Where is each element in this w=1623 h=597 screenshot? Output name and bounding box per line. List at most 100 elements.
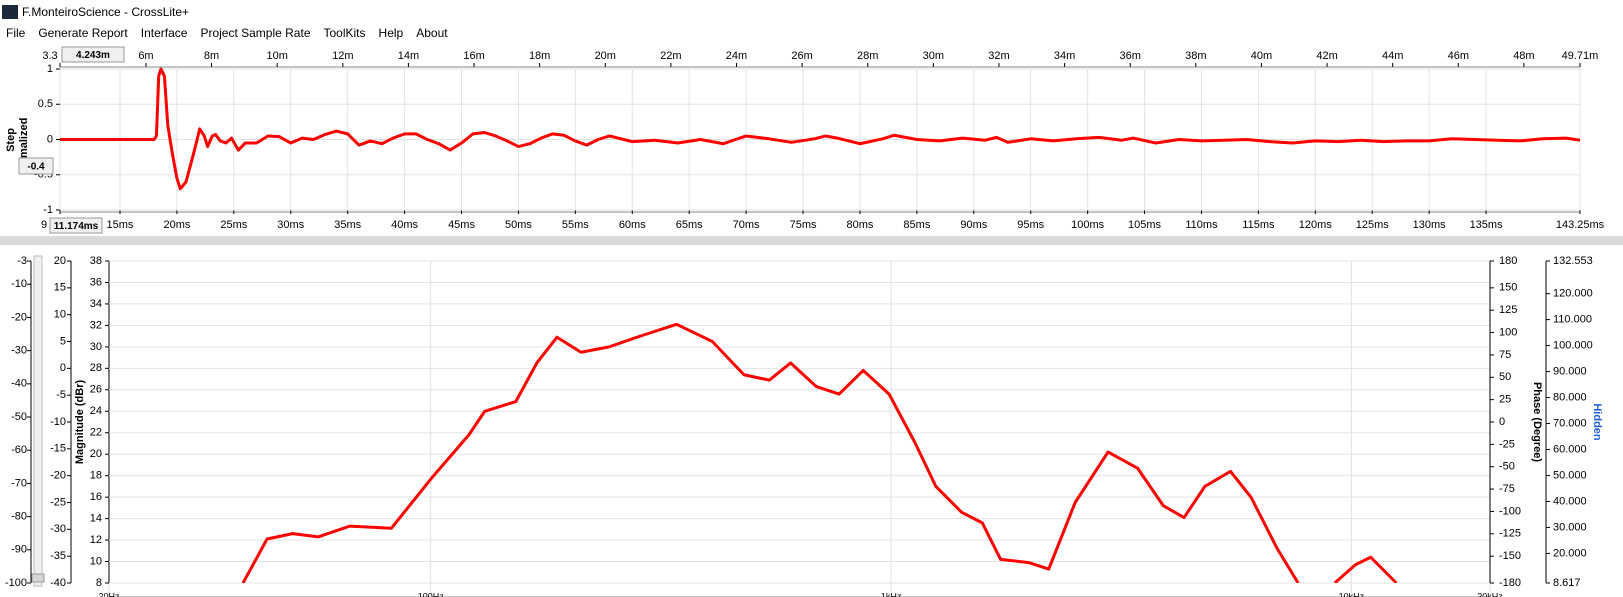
y-tick-label: -5 [56, 389, 66, 401]
y-tick-label: 50 [1499, 371, 1511, 383]
y-tick-label: 90.000 [1553, 365, 1587, 377]
y-tick-label: -10 [11, 278, 27, 290]
x-tick-label: 100Hz [418, 591, 445, 597]
y-tick-label: 14 [90, 513, 102, 525]
y-tick-label: -20 [50, 470, 66, 482]
x2-tick-label: 8m [204, 50, 219, 62]
y-tick-label: -25 [50, 496, 66, 508]
x-tick-label: 15ms [107, 219, 134, 231]
x-tick-label: 50ms [505, 219, 532, 231]
menu-item[interactable]: Interface [141, 26, 188, 40]
x2-tick-label: 24m [726, 50, 747, 62]
x-tick-label: 9 [41, 219, 47, 231]
window-title: F.MonteiroScience - CrossLite+ [22, 5, 189, 19]
y-tick-label: 0 [60, 362, 66, 374]
y-tick-label: 20 [54, 255, 66, 267]
y3-axis-label: Hidden [1591, 403, 1603, 441]
y-tick-label: 120.000 [1553, 288, 1593, 300]
y-tick-label: 30.000 [1553, 521, 1587, 533]
x-tick-label: 135ms [1470, 219, 1504, 231]
menu-item[interactable]: About [416, 26, 448, 40]
y-tick-label: -70 [11, 477, 27, 489]
y-tick-label: 20.000 [1553, 547, 1587, 559]
x2-tick-label: 32m [988, 50, 1009, 62]
y-tick-label: -150 [1499, 550, 1521, 562]
x-tick-label: 80ms [847, 219, 874, 231]
x-tick-label: 85ms [903, 219, 930, 231]
y-tick-label: -75 [1499, 483, 1515, 495]
y-tick-label: 10 [90, 555, 102, 567]
x2-tick-label: 44m [1382, 50, 1403, 62]
slider-track[interactable] [33, 255, 43, 587]
y-tick-label: 100.000 [1553, 339, 1593, 351]
y-tick-label: -100 [5, 577, 27, 589]
menu-item[interactable]: ToolKits [324, 26, 366, 40]
y-tick-label: -40 [50, 577, 66, 589]
x-tick-label: 10kHz [1339, 591, 1365, 597]
cursor-readout-box [18, 157, 54, 175]
y-tick-label: 25 [1499, 394, 1511, 406]
x-tick-label: 20Hz [98, 591, 120, 597]
x2-tick-label: 48m [1513, 50, 1534, 62]
x2-tick-label: 18m [529, 50, 550, 62]
y-tick-label: -90 [11, 544, 27, 556]
x-tick-label: 20ms [163, 219, 190, 231]
slider-thumb[interactable] [31, 573, 45, 583]
x2-tick-label: 3.3 [42, 50, 57, 62]
y-tick-label: 5 [60, 335, 66, 347]
x2-tick-label: 42m [1316, 50, 1337, 62]
y-tick-label: 80.000 [1553, 391, 1587, 403]
menu-item[interactable]: File [6, 26, 26, 40]
y-tick-label: -30 [11, 345, 27, 357]
y-axis-label: Magnitude (dBr) [74, 380, 86, 465]
y-tick-label: 100 [1499, 326, 1517, 338]
y-tick-label: -1 [43, 204, 53, 216]
y-tick-label: 1 [47, 63, 53, 75]
y-tick-label: -60 [11, 444, 27, 456]
x2-tick-label: 6m [138, 50, 153, 62]
y-tick-label: 180 [1499, 255, 1517, 267]
x2-tick-label: 34m [1054, 50, 1075, 62]
y-tick-label: 8 [96, 577, 102, 589]
y-tick-label: 30 [90, 341, 102, 353]
x-tick-label: 105ms [1128, 219, 1162, 231]
y-tick-label: 60.000 [1553, 443, 1587, 455]
y-tick-label: 8.617 [1553, 577, 1581, 589]
y-tick-label: -50 [1499, 461, 1515, 473]
menu-item[interactable]: Project Sample Rate [200, 26, 310, 40]
y-tick-label: 16 [90, 491, 102, 503]
menu-item[interactable]: Generate Report [38, 26, 128, 40]
x2-tick-label: 26m [791, 50, 812, 62]
menu-item[interactable]: Help [379, 26, 404, 40]
y-tick-label: 26 [90, 384, 102, 396]
x-tick-label: 143.25ms [1556, 219, 1605, 231]
y-tick-label: -125 [1499, 528, 1521, 540]
x-tick-label: 130ms [1413, 219, 1447, 231]
y-tick-label: 22 [90, 427, 102, 439]
y-tick-label: 15 [54, 282, 66, 294]
x-tick-label: 60ms [619, 219, 646, 231]
x-tick-label: 45ms [448, 219, 475, 231]
y-tick-label: -35 [50, 550, 66, 562]
y-axis-label: rmalized [18, 118, 30, 163]
x-tick-label: 40ms [391, 219, 418, 231]
y-tick-label: 40.000 [1553, 495, 1587, 507]
y-tick-label: 12 [90, 534, 102, 546]
y-tick-label: -80 [11, 511, 27, 523]
splitter[interactable] [0, 236, 1623, 245]
title-bar [0, 0, 1623, 24]
x-tick-label: 35ms [334, 219, 361, 231]
x2-tick-label: 12m [332, 50, 353, 62]
x-tick-label: 95ms [1017, 219, 1044, 231]
x-tick-label: 70ms [733, 219, 760, 231]
y-tick-label: 18 [90, 470, 102, 482]
cursor-readout: 11.174ms [54, 221, 99, 232]
x2-tick-label: 14m [398, 50, 419, 62]
cursor-readout-box [61, 46, 125, 63]
y-tick-label: 0 [1499, 416, 1505, 428]
x-tick-label: 120ms [1299, 219, 1333, 231]
y-tick-label: 28 [90, 362, 102, 374]
y-tick-label: 125 [1499, 304, 1517, 316]
y-tick-label: 20 [90, 448, 102, 460]
x-tick-label: 30ms [277, 219, 304, 231]
